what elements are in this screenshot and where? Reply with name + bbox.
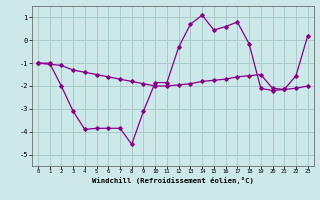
X-axis label: Windchill (Refroidissement éolien,°C): Windchill (Refroidissement éolien,°C) bbox=[92, 177, 254, 184]
